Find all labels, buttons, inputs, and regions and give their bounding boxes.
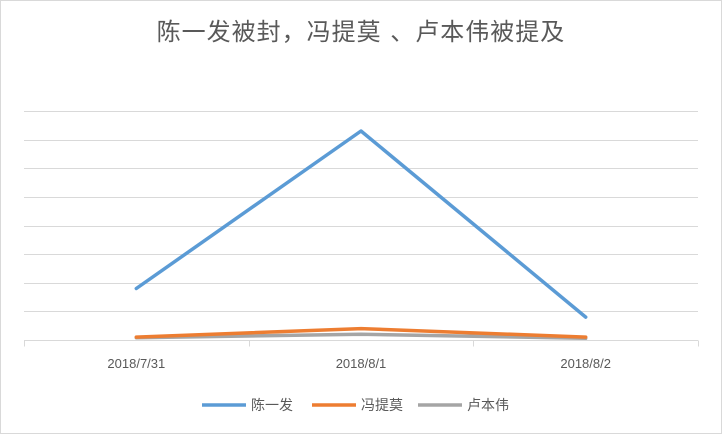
- series-line: [134, 129, 588, 319]
- series-line: [134, 332, 588, 341]
- gridlines: [24, 111, 698, 312]
- series-lines: [134, 129, 588, 341]
- x-tick-label: 2018/8/2: [560, 356, 611, 371]
- x-tick-label: 2018/7/31: [107, 356, 165, 371]
- legend-label: 陈一发: [251, 397, 293, 414]
- legend-label: 冯提莫: [361, 398, 403, 414]
- x-tick-label: 2018/8/1: [336, 356, 387, 371]
- series-line: [134, 326, 588, 339]
- chart-title: 陈一发被封，冯提莫 、卢本伟被提及: [156, 18, 566, 46]
- legend: 陈一发 冯提莫 卢本伟: [202, 397, 509, 414]
- x-axis: 2018/7/31 2018/8/1 2018/8/2: [24, 340, 699, 371]
- legend-label: 卢本伟: [467, 398, 509, 414]
